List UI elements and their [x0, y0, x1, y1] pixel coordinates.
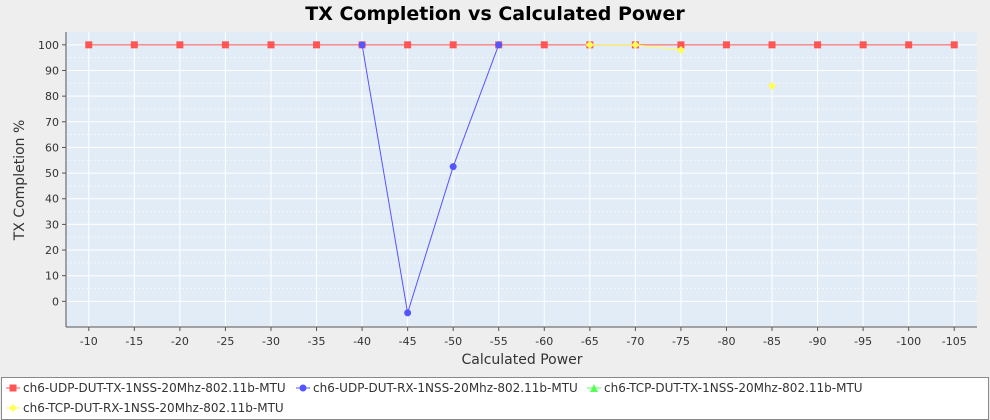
x-tick-label: -20: [171, 335, 189, 348]
x-tick-label: -105: [942, 335, 967, 348]
y-tick-label: 20: [45, 244, 59, 257]
chart-title: TX Completion vs Calculated Power: [305, 3, 685, 25]
x-tick-label: -15: [125, 335, 143, 348]
x-tick-label: -70: [626, 335, 644, 348]
y-tick-label: 80: [45, 90, 59, 103]
legend-circle-marker-icon: [296, 384, 310, 392]
data-point: [313, 41, 321, 49]
data-point: [267, 41, 275, 49]
data-point: [404, 309, 412, 317]
legend-label: ch6-TCP-DUT-RX-1NSS-20Mhz-802.11b-MTU: [23, 401, 284, 415]
data-point: [859, 41, 867, 49]
y-ticks: 0 10 20 30 40 50 60 70 80 90 100: [38, 39, 66, 308]
legend-triangle-marker-icon: [587, 384, 601, 392]
x-ticks: -10 -15 -20 -25 -30 -35 -40 -45 -50 -55 -60 -65 -70 -…: [80, 327, 967, 348]
series-layer: [85, 40, 958, 317]
x-tick-label: -25: [216, 335, 234, 348]
data-point: [905, 41, 913, 49]
data-point: [404, 41, 412, 49]
y-tick-label: 60: [45, 141, 59, 154]
legend-label: ch6-UDP-DUT-TX-1NSS-20Mhz-802.11b-MTU: [23, 381, 286, 395]
chart: TX Completion vs Calculated Power 0 10 20 3…: [12, 3, 977, 368]
y-tick-label: 0: [52, 295, 59, 308]
data-point: [540, 41, 548, 49]
x-tick-label: -85: [763, 335, 781, 348]
data-point: [85, 41, 93, 49]
series-1: [358, 41, 503, 317]
data-point: [768, 41, 776, 49]
x-tick-label: -40: [353, 335, 371, 348]
y-tick-label: 90: [45, 64, 59, 77]
x-axis-label: Calculated Power: [461, 352, 582, 368]
x-tick-label: -95: [854, 335, 872, 348]
x-tick-label: -90: [809, 335, 827, 348]
y-tick-label: 100: [38, 39, 59, 52]
legend-diamond-marker-icon: [6, 404, 20, 412]
legend: ch6-UDP-DUT-TX-1NSS-20Mhz-802.11b-MTU ch…: [1, 377, 989, 420]
series-3: [585, 40, 777, 90]
legend-item-udp-tx: ch6-UDP-DUT-TX-1NSS-20Mhz-802.11b-MTU: [6, 381, 286, 395]
legend-label: ch6-TCP-DUT-TX-1NSS-20Mhz-802.11b-MTU: [604, 381, 863, 395]
data-point: [449, 163, 457, 171]
series-line: [361, 44, 500, 314]
data-point: [950, 41, 958, 49]
legend-item-tcp-rx: ch6-TCP-DUT-RX-1NSS-20Mhz-802.11b-MTU: [6, 401, 284, 415]
x-tick-label: -55: [490, 335, 508, 348]
x-tick-label: -10: [80, 335, 98, 348]
x-tick-label: -60: [535, 335, 553, 348]
y-tick-label: 10: [45, 270, 59, 283]
data-point: [722, 41, 730, 49]
data-point: [449, 41, 457, 49]
data-point: [358, 41, 366, 49]
data-point: [768, 81, 777, 90]
x-tick-label: -30: [262, 335, 280, 348]
x-tick-label: -100: [896, 335, 921, 348]
x-tick-label: -65: [581, 335, 599, 348]
x-tick-label: -80: [717, 335, 735, 348]
legend-square-marker-icon: [6, 384, 20, 392]
y-tick-label: 40: [45, 193, 59, 206]
data-point: [631, 40, 640, 49]
legend-item-tcp-tx: ch6-TCP-DUT-TX-1NSS-20Mhz-802.11b-MTU: [587, 381, 863, 395]
x-tick-label: -50: [444, 335, 462, 348]
legend-item-udp-rx: ch6-UDP-DUT-RX-1NSS-20Mhz-802.11b-MTU: [296, 381, 578, 395]
data-point: [176, 41, 184, 49]
legend-label: ch6-UDP-DUT-RX-1NSS-20Mhz-802.11b-MTU: [313, 381, 578, 395]
y-axis-label: TX Completion %: [12, 120, 28, 242]
data-point: [676, 45, 685, 54]
y-tick-label: 50: [45, 167, 59, 180]
x-tick-label: -75: [672, 335, 690, 348]
data-point: [495, 41, 503, 49]
data-point: [814, 41, 822, 49]
y-tick-label: 70: [45, 116, 59, 129]
data-point: [585, 40, 594, 49]
data-point: [221, 41, 229, 49]
x-tick-label: -35: [308, 335, 326, 348]
plot-area: [66, 32, 977, 327]
x-tick-label: -45: [399, 335, 417, 348]
y-tick-label: 30: [45, 218, 59, 231]
data-point: [677, 41, 685, 49]
data-point: [130, 41, 138, 49]
